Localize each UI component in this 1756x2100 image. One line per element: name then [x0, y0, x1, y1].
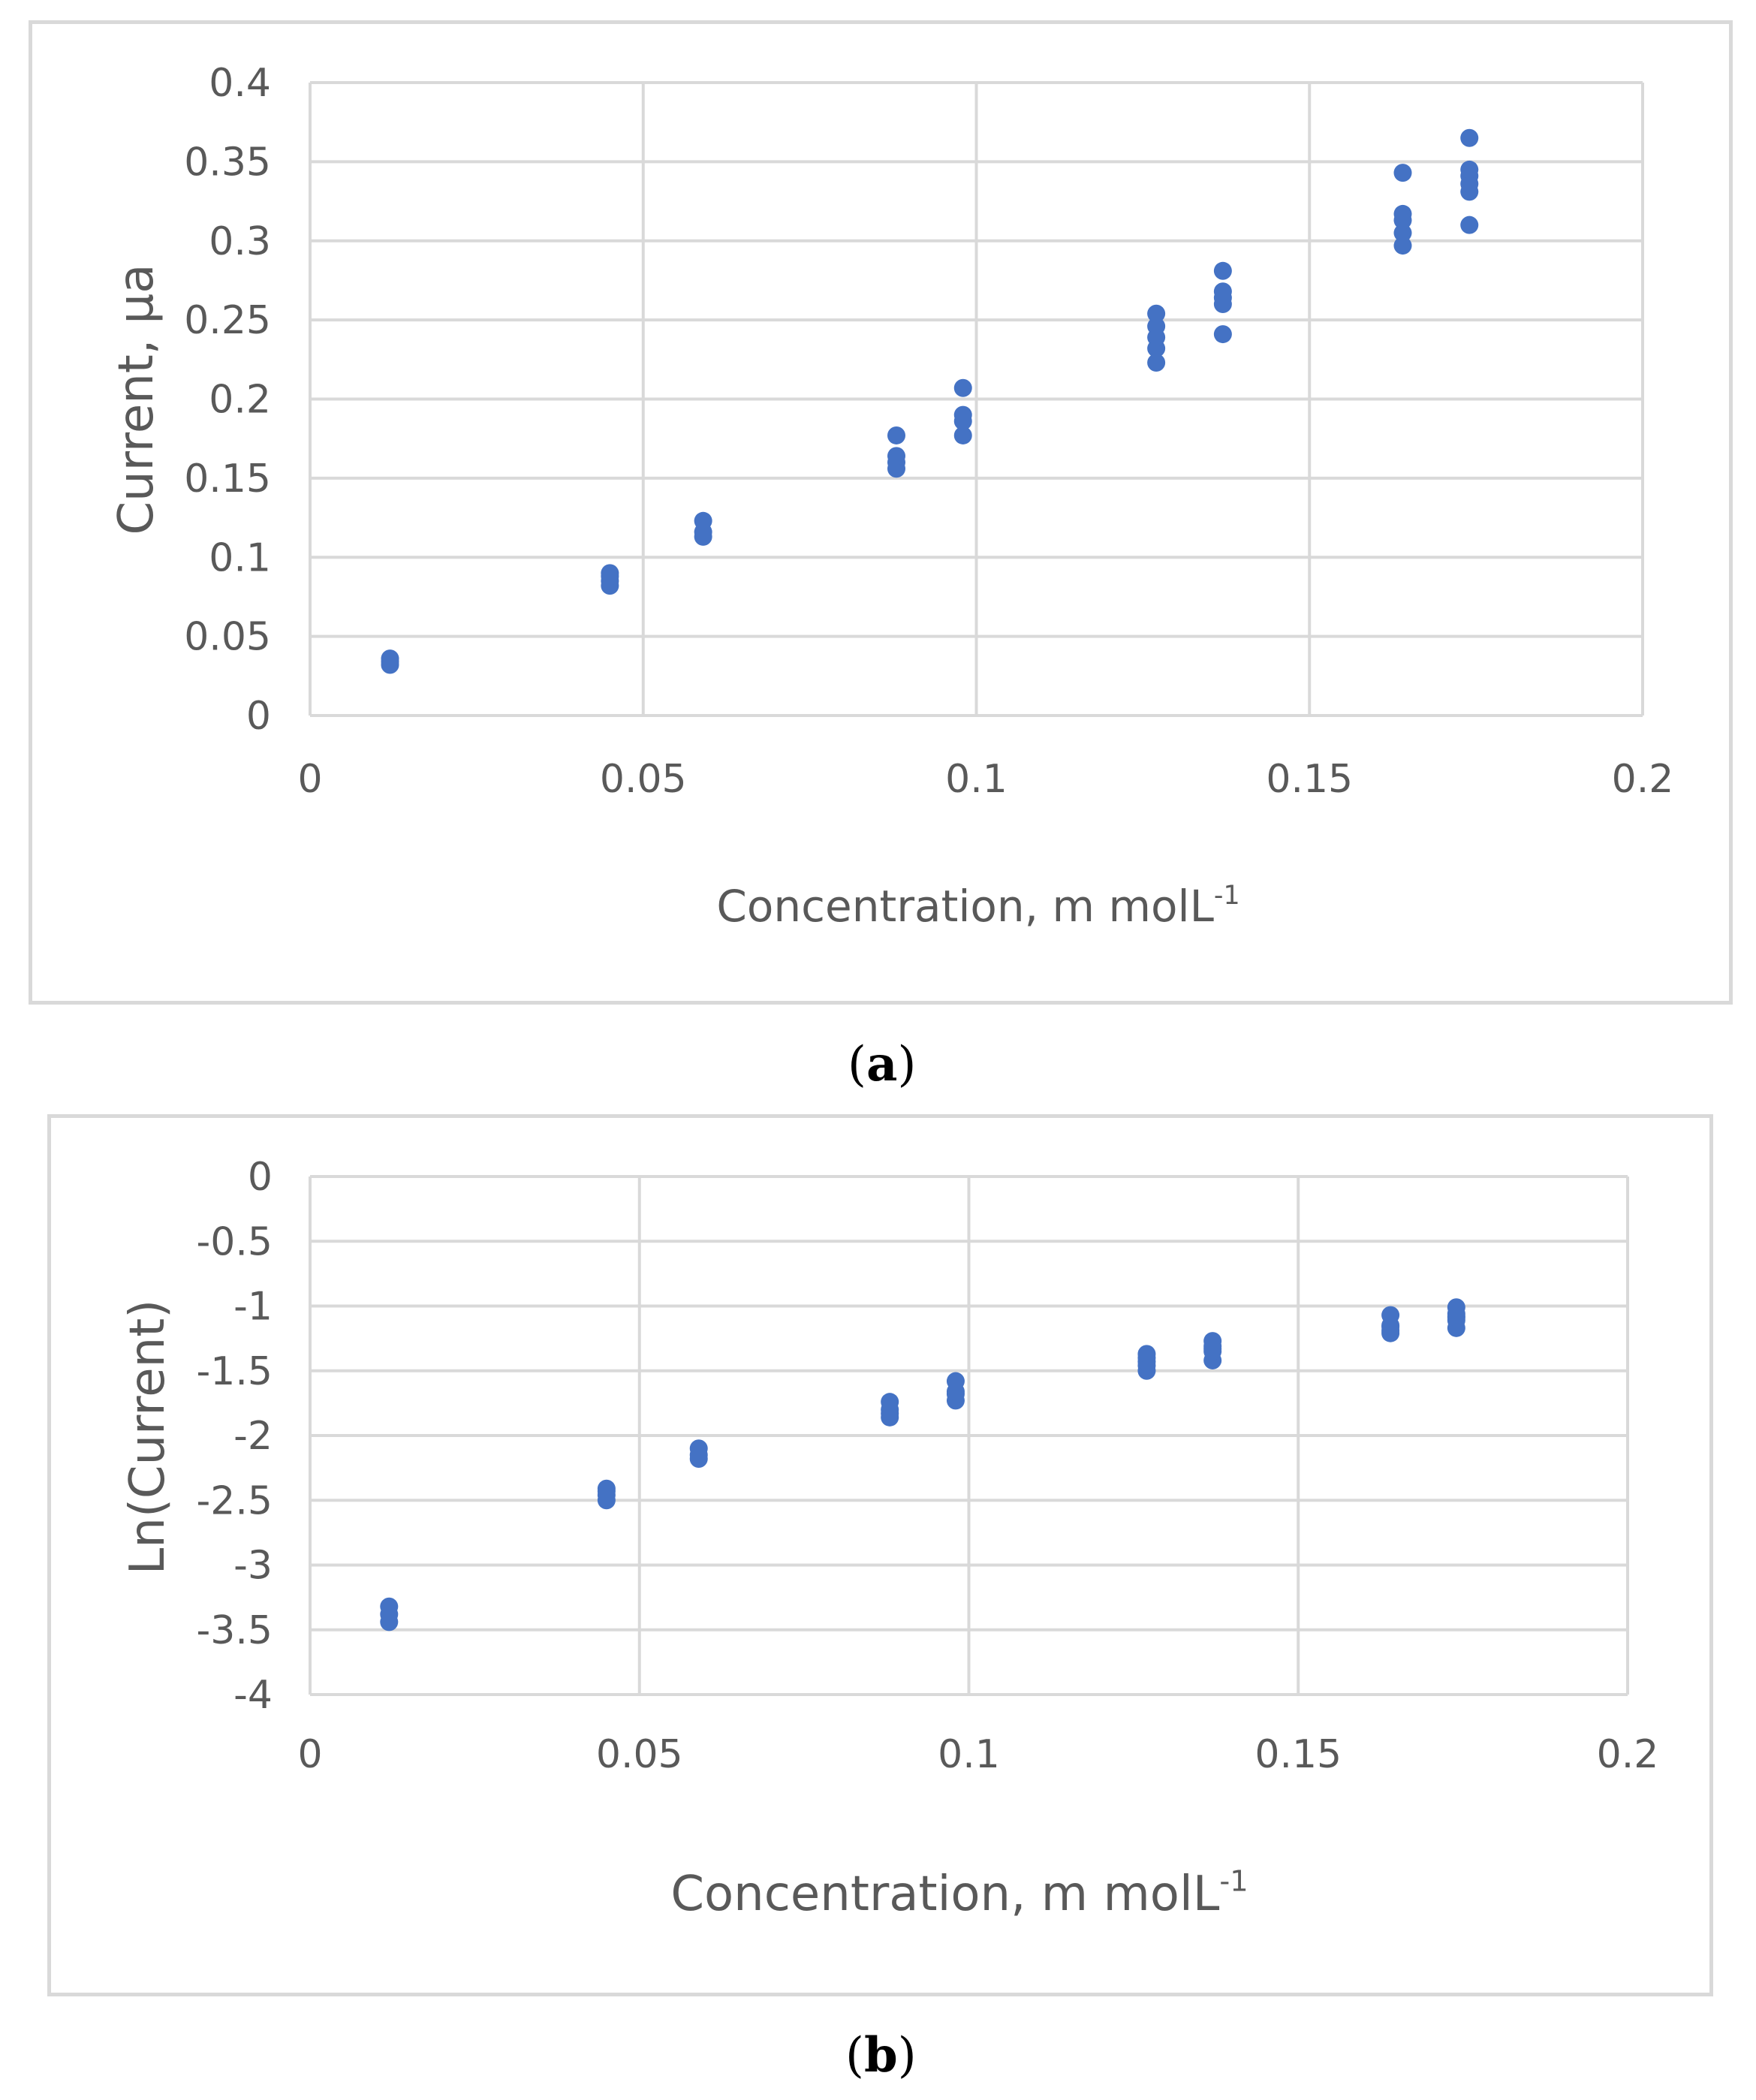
x-axis-title-text: Concentration, m molL [670, 1866, 1219, 1922]
data-point [881, 1393, 899, 1412]
data-point [946, 1372, 965, 1390]
y-tick-label: 0.1 [209, 535, 271, 580]
y-tick-label: 0.2 [209, 378, 271, 423]
data-point [1447, 1298, 1465, 1317]
x-tick-label: 0.1 [938, 1732, 1000, 1777]
x-axis-title: Concentration, m molL-1 [716, 881, 1239, 932]
data-point [1213, 282, 1232, 301]
chart-panel-a: 0 0.05 0.1 0.15 0.2 0.25 0.3 0.35 0.4 0 0.05 0.1 0.1… [29, 20, 1733, 1005]
data-point [1460, 160, 1479, 179]
data-point [1137, 1345, 1156, 1363]
x-axis-title-superscript: -1 [1214, 881, 1240, 911]
data-point [953, 378, 972, 397]
y-tick-label: 0.05 [184, 615, 271, 660]
x-tick-label: 0.05 [600, 757, 687, 802]
y-axis-title: Current, µa [109, 264, 164, 535]
data-point [887, 426, 905, 444]
y-tick-label: -0.5 [197, 1219, 273, 1264]
x-axis-title-text: Concentration, m molL [716, 881, 1214, 932]
data-point [1393, 164, 1412, 182]
y-tick-label: 0.4 [209, 61, 271, 106]
y-tick-label: -3 [233, 1544, 273, 1589]
scatter-chart-b: -4 -3.5 -3 -2.5 -2 -1.5 -1 -0.5 0 0 0.05 0.1 0.15 0.2… [120, 1155, 1659, 1922]
chart-panel-b: -4 -3.5 -3 -2.5 -2 -1.5 -1 -0.5 0 0 0.05 0.1 0.15 0.2… [47, 1114, 1713, 1996]
y-tick-label: 0 [248, 1155, 273, 1200]
x-tick-label: 0 [297, 1732, 322, 1777]
data-point [1147, 317, 1166, 336]
data-point [1460, 215, 1479, 234]
x-tick-label: 0 [297, 757, 322, 802]
data-point [601, 564, 619, 583]
scatter-chart-a: 0 0.05 0.1 0.15 0.2 0.25 0.3 0.35 0.4 0 0.05 0.1 0.1… [109, 61, 1674, 932]
data-point [1393, 237, 1412, 255]
x-tick-label: 0.2 [1597, 1732, 1659, 1777]
data-point [1460, 128, 1479, 147]
data-point [689, 1439, 708, 1458]
x-tick-label: 0.15 [1266, 757, 1353, 802]
data-point [953, 426, 972, 444]
x-tick-label: 0.05 [596, 1732, 683, 1777]
y-tick-label: 0.15 [184, 456, 271, 502]
x-tick-label: 0.15 [1255, 1732, 1342, 1777]
y-tick-label: 0.3 [209, 219, 271, 264]
y-tick-label: -2 [233, 1414, 273, 1459]
data-point [887, 447, 905, 465]
data-point [1213, 261, 1232, 280]
data-point [1393, 204, 1412, 223]
y-axis-title: Ln(Current) [120, 1300, 176, 1575]
y-tick-label: -3.5 [197, 1608, 273, 1653]
x-axis-title-superscript: -1 [1219, 1864, 1248, 1898]
data-point [1213, 325, 1232, 344]
y-tick-label: 0.35 [184, 140, 271, 185]
data-point [953, 405, 972, 424]
y-tick-label: -1 [233, 1285, 273, 1330]
data-point [1393, 224, 1412, 243]
y-tick-label: -4 [233, 1673, 273, 1718]
y-tick-label: 0.25 [184, 298, 271, 343]
data-point [1147, 354, 1166, 372]
data-point [380, 1597, 399, 1616]
data-point [1203, 1332, 1222, 1351]
data-point [694, 511, 712, 530]
caption-b: (b) [845, 2027, 917, 2083]
caption-a: (a) [848, 1036, 917, 1092]
data-point [381, 649, 399, 668]
x-tick-label: 0.1 [945, 757, 1008, 802]
y-tick-label: -1.5 [197, 1349, 273, 1394]
data-point [1381, 1306, 1400, 1324]
x-axis-title: Concentration, m molL-1 [670, 1864, 1248, 1922]
data-point [1147, 304, 1166, 323]
x-tick-label: 0.2 [1612, 757, 1674, 802]
y-tick-label: -2.5 [197, 1478, 273, 1523]
y-tick-label: 0 [246, 694, 271, 739]
data-point [597, 1479, 616, 1498]
